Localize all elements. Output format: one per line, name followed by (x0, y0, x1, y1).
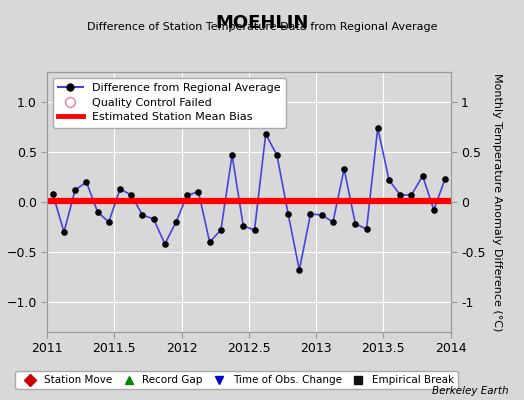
Point (318, 212, 326, 218)
Point (217, 227, 225, 233)
Point (374, 125, 382, 131)
Point (194, 189, 203, 195)
Point (138, 212, 147, 218)
Text: Difference of Station Temperature Data from Regional Average: Difference of Station Temperature Data f… (87, 22, 437, 32)
Point (441, 176, 449, 182)
Point (71, 187, 79, 193)
Y-axis label: Monthly Temperature Anomaly Difference (°C): Monthly Temperature Anomaly Difference (… (492, 73, 502, 331)
Point (295, 267, 303, 273)
Point (228, 152, 236, 158)
Point (183, 192, 191, 198)
Point (272, 152, 281, 158)
Point (60, 229, 68, 235)
Text: MOEHLIN: MOEHLIN (215, 14, 309, 32)
Point (149, 216, 158, 222)
Point (419, 173, 427, 179)
Point (93, 209, 102, 215)
Point (250, 227, 259, 233)
Legend: Station Move, Record Gap, Time of Obs. Change, Empirical Break: Station Move, Record Gap, Time of Obs. C… (16, 371, 458, 389)
Point (407, 192, 416, 198)
Point (329, 219, 337, 225)
Point (239, 223, 247, 229)
Point (396, 192, 405, 198)
Point (307, 211, 315, 217)
Point (430, 207, 438, 213)
Point (82, 179, 91, 185)
Point (116, 186, 124, 192)
Point (49, 191, 57, 197)
Text: Berkeley Earth: Berkeley Earth (432, 386, 508, 396)
Point (363, 226, 371, 232)
Point (284, 211, 292, 217)
Point (172, 219, 180, 225)
Point (105, 219, 113, 225)
Point (261, 131, 270, 137)
Point (385, 177, 393, 183)
Point (340, 166, 348, 172)
Point (351, 221, 359, 227)
Point (205, 239, 214, 245)
Point (127, 192, 135, 198)
Point (161, 241, 169, 247)
